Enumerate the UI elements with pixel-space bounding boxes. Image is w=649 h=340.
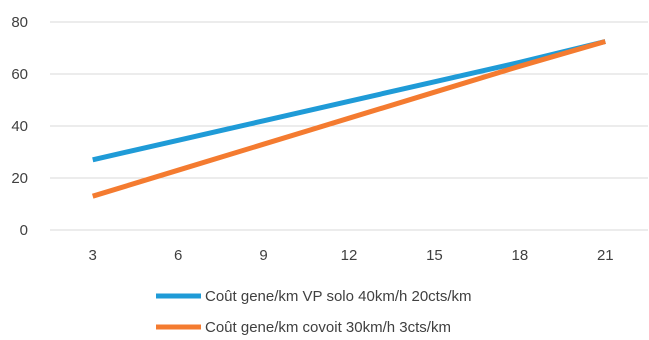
x-tick-label-18: 18 (512, 247, 529, 264)
x-axis-tick-labels: 3 6 9 12 15 18 21 (89, 247, 614, 264)
legend: Coût gene/km VP solo 40km/h 20cts/km Coût… (156, 288, 472, 336)
y-tick-label-40: 40 (11, 118, 28, 135)
legend-label-2: Coût gene/km covoit 30km/h 3cts/km (205, 319, 451, 336)
legend-label-1: Coût gene/km VP solo 40km/h 20cts/km (205, 288, 472, 305)
y-tick-label-20: 20 (11, 170, 28, 187)
y-tick-label-60: 60 (11, 66, 28, 83)
x-tick-label-6: 6 (174, 247, 182, 264)
x-tick-label-15: 15 (426, 247, 443, 264)
y-axis-tick-labels: 0 20 40 60 80 (11, 14, 28, 239)
series-line-2 (91, 39, 606, 199)
x-tick-label-3: 3 (89, 247, 97, 264)
series-lines (91, 39, 606, 199)
y-tick-label-0: 0 (20, 222, 28, 239)
series-line-1 (92, 39, 606, 163)
x-tick-label-12: 12 (341, 247, 358, 264)
x-tick-label-9: 9 (259, 247, 267, 264)
y-tick-label-80: 80 (11, 14, 28, 31)
x-tick-label-21: 21 (597, 247, 614, 264)
